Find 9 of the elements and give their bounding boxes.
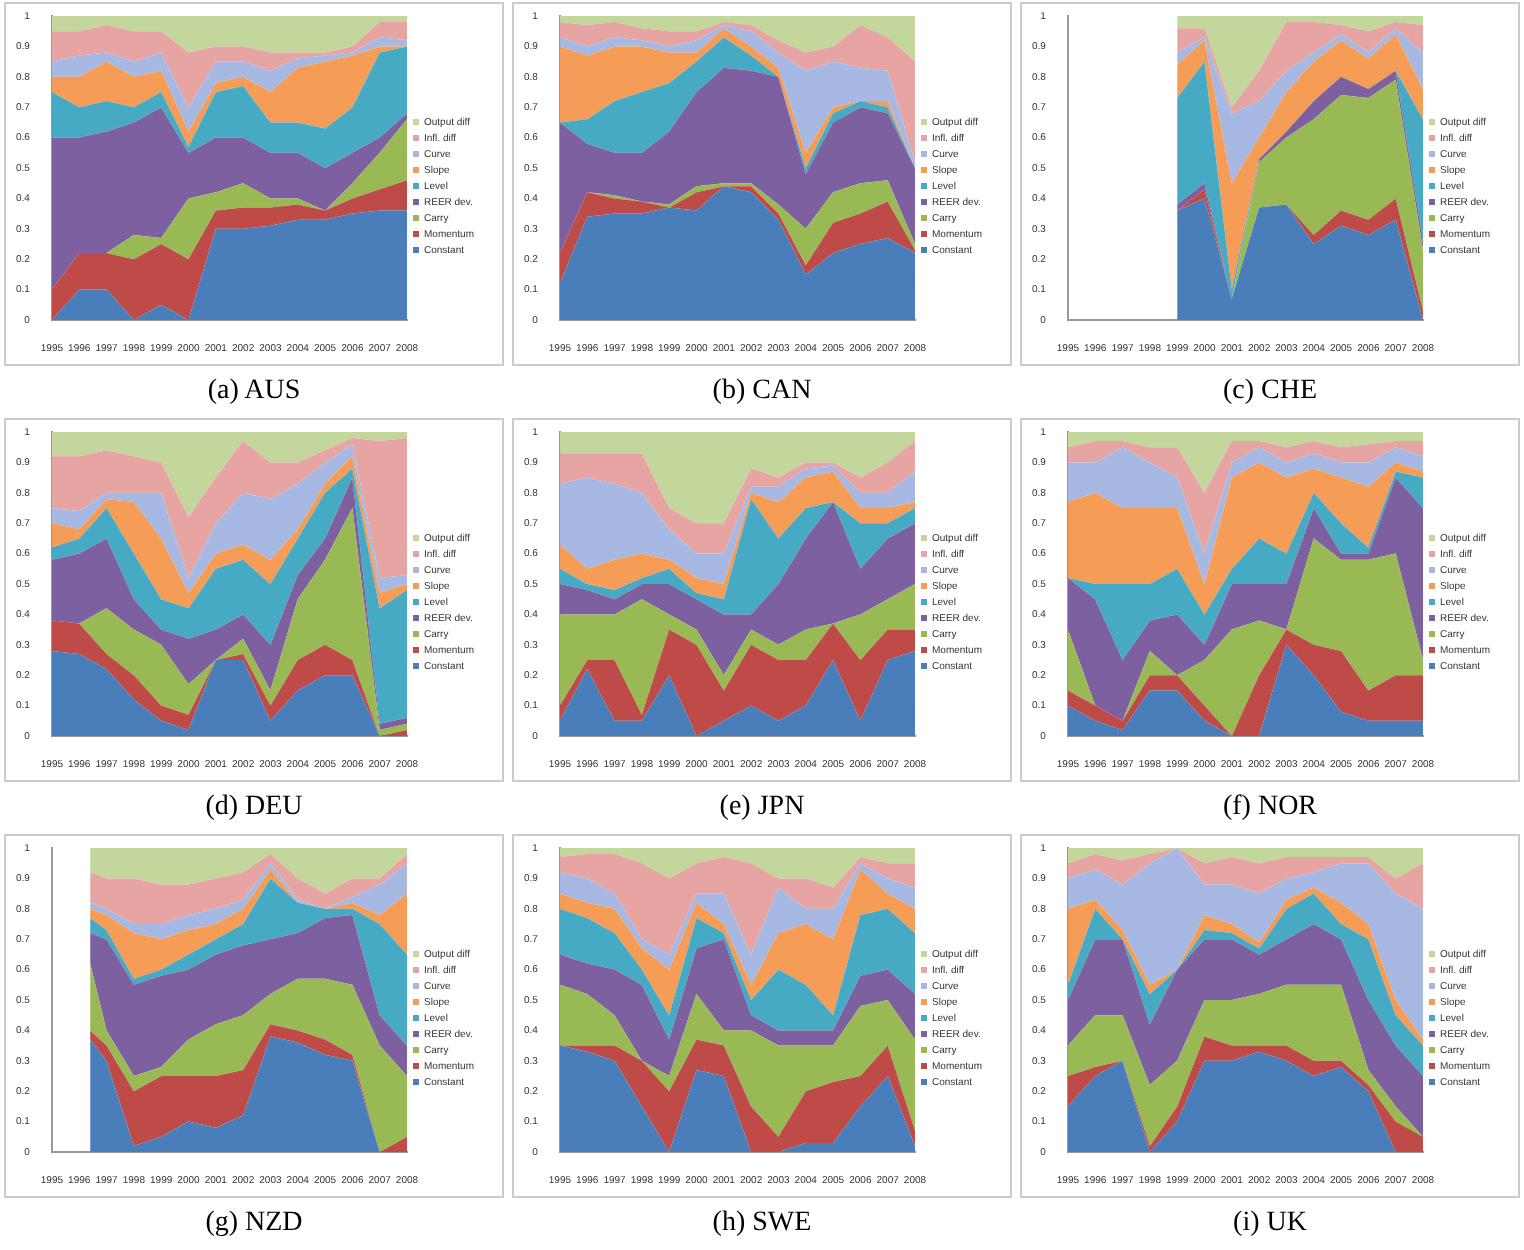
text: (d) DEU xyxy=(205,792,303,824)
text: (e) JPN xyxy=(719,792,805,824)
text: (h) SWE xyxy=(712,1208,812,1240)
text: (b) CAN xyxy=(712,376,812,408)
text: (c) CHE xyxy=(1222,376,1318,408)
text: (f) NOR xyxy=(1222,792,1318,824)
text: (g) NZD xyxy=(205,1208,303,1240)
text: (a) AUS xyxy=(207,376,301,408)
text: (i) UK xyxy=(1233,1208,1307,1240)
